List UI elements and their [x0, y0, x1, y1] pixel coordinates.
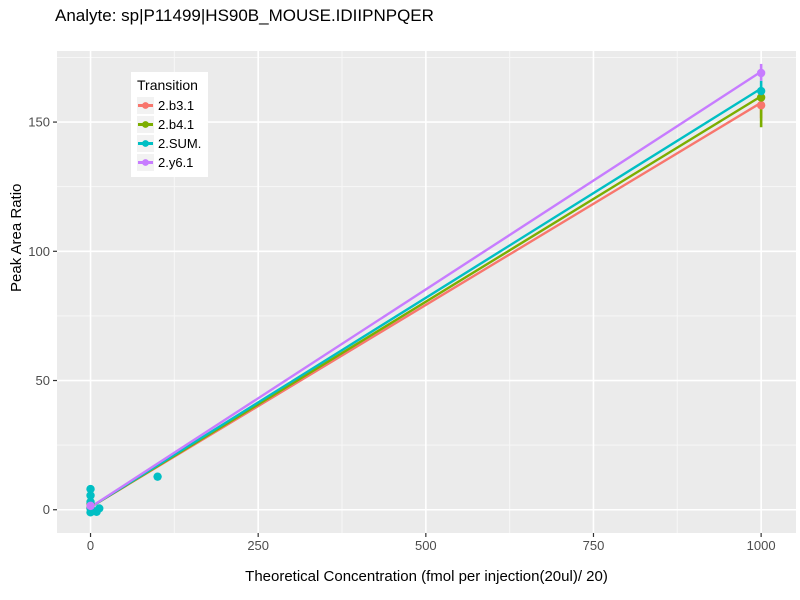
legend-key-icon	[137, 135, 154, 152]
legend-entry-2.b4.1: 2.b4.1	[137, 115, 201, 134]
data-point-2.b3.1	[756, 101, 766, 110]
legend-entry-2.b3.1: 2.b3.1	[137, 96, 201, 115]
x-tick-label: 250	[247, 538, 269, 553]
y-tick-label: 150	[28, 115, 50, 130]
legend-label: 2.y6.1	[158, 155, 194, 170]
chart-title: Analyte: sp|P11499|HS90B_MOUSE.IDIIPNPQE…	[55, 6, 434, 25]
legend-entries: 2.b3.1 2.b4.1 2.SUM. 2.y6.1	[137, 96, 201, 172]
data-point-2.SUM.	[95, 504, 104, 513]
data-point-2.SUM.	[86, 491, 95, 500]
x-axis-title: Theoretical Concentration (fmol per inje…	[245, 568, 608, 585]
legend-label: 2.b4.1	[158, 117, 195, 132]
y-tick-label: 0	[43, 502, 50, 517]
data-point-2.SUM.	[756, 86, 766, 96]
x-tick-label: 750	[583, 538, 605, 553]
data-point-2.SUM.	[153, 472, 162, 481]
data-point-2.y6.1	[86, 501, 95, 511]
x-tick-label: 1000	[747, 538, 776, 553]
legend-label: 2.SUM.	[158, 136, 202, 151]
fit-line-2.SUM.	[89, 87, 763, 509]
legend-entry-2.y6.1: 2.y6.1	[137, 153, 201, 172]
data-point-2.y6.1	[756, 68, 766, 78]
x-tick-label: 0	[87, 538, 94, 553]
legend-entry-2.SUM.: 2.SUM.	[137, 134, 201, 153]
y-tick-label: 100	[28, 244, 50, 259]
legend-key-icon	[137, 97, 154, 114]
legend-box: Transition 2.b3.1 2.b4.1 2.SUM. 2.y6.1	[131, 72, 209, 177]
y-tick-label: 50	[36, 373, 50, 388]
legend-key-icon	[137, 154, 154, 171]
legend-label: 2.b3.1	[158, 98, 195, 113]
data-point-2.b4.1	[756, 93, 766, 102]
legend-title: Transition	[137, 77, 198, 93]
x-tick-label: 500	[415, 538, 437, 553]
legend-key-icon	[137, 116, 154, 133]
data-point-2.SUM.	[86, 484, 95, 494]
fit-line-2.y6.1	[89, 70, 763, 509]
